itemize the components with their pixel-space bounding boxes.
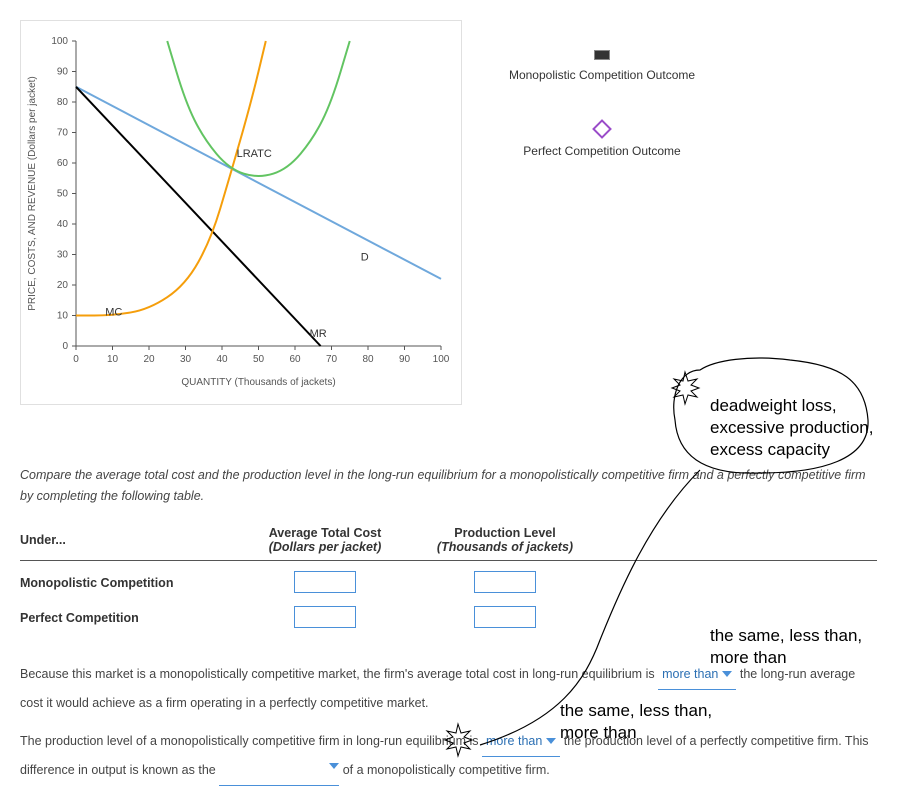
svg-text:80: 80 (362, 354, 374, 365)
svg-text:100: 100 (51, 36, 68, 47)
q1-pre: Because this market is a monopolisticall… (20, 667, 658, 681)
annotation-bubble-text: deadweight loss, excessive production, e… (710, 395, 873, 461)
table-header-under: Under... (20, 533, 240, 547)
input-mc-prod[interactable] (474, 571, 536, 593)
legend-label-mc: Monopolistic Competition Outcome (509, 68, 695, 82)
instruction-paragraph: Compare the average total cost and the p… (20, 465, 877, 508)
svg-text:50: 50 (57, 189, 69, 200)
table-header-prod-sub: (Thousands of jackets) (410, 540, 600, 554)
chart-container: 0 10 20 30 40 50 60 70 80 90 100 0 10 20 30 40 50 60 70 80 9… (20, 20, 462, 405)
svg-text:100: 100 (433, 354, 450, 365)
legend: Monopolistic Competition Outcome Perfect… (502, 20, 702, 198)
svg-text:60: 60 (57, 158, 69, 169)
table-header-atc: Average Total Cost (240, 526, 410, 540)
svg-text:60: 60 (289, 354, 301, 365)
table-row: Monopolistic Competition (20, 561, 877, 596)
svg-text:70: 70 (57, 128, 69, 139)
input-pc-atc[interactable] (294, 606, 356, 628)
chevron-down-icon (546, 738, 556, 744)
svg-text:30: 30 (57, 250, 69, 261)
svg-text:20: 20 (57, 280, 69, 291)
svg-text:20: 20 (143, 354, 155, 365)
input-pc-prod[interactable] (474, 606, 536, 628)
svg-text:QUANTITY (Thousands of jackets: QUANTITY (Thousands of jackets) (181, 377, 335, 388)
svg-text:LRATC: LRATC (237, 148, 272, 160)
svg-text:0: 0 (62, 341, 68, 352)
q2-dropdown-value: more than (486, 728, 542, 756)
comparison-table: Under... Average Total Cost (Dollars per… (20, 526, 877, 631)
legend-item-mc[interactable]: Monopolistic Competition Outcome (502, 50, 702, 82)
svg-text:90: 90 (399, 354, 411, 365)
input-mc-atc[interactable] (294, 571, 356, 593)
table-header-atc-sub: (Dollars per jacket) (240, 540, 410, 554)
svg-text:90: 90 (57, 67, 69, 78)
svg-text:50: 50 (253, 354, 265, 365)
chevron-down-icon (329, 763, 339, 769)
legend-item-pc[interactable]: Perfect Competition Outcome (502, 122, 702, 158)
row-label-mc: Monopolistic Competition (20, 576, 240, 590)
chart-and-legend: 0 10 20 30 40 50 60 70 80 90 100 0 10 20 30 40 50 60 70 80 9… (20, 20, 877, 405)
chevron-down-icon (722, 671, 732, 677)
svg-text:0: 0 (73, 354, 79, 365)
svg-text:D: D (361, 252, 369, 264)
annotation-hint1: the same, less than, more than (710, 625, 862, 669)
q2-pre: The production level of a monopolistical… (20, 734, 482, 748)
pc-marker-icon (592, 119, 612, 139)
svg-text:40: 40 (216, 354, 228, 365)
svg-text:80: 80 (57, 97, 69, 108)
table-header-prod: Production Level (410, 526, 600, 540)
svg-text:PRICE, COSTS, AND REVENUE (Dol: PRICE, COSTS, AND REVENUE (Dollars per j… (27, 76, 38, 311)
question-2: The production level of a monopolistical… (20, 728, 877, 786)
legend-label-pc: Perfect Competition Outcome (523, 144, 680, 158)
mc-marker-icon (594, 50, 610, 60)
svg-text:10: 10 (107, 354, 119, 365)
q2-blank-dropdown[interactable] (219, 757, 339, 786)
econ-chart: 0 10 20 30 40 50 60 70 80 90 100 0 10 20 30 40 50 60 70 80 9… (21, 31, 451, 391)
svg-text:MC: MC (105, 307, 122, 319)
row-label-pc: Perfect Competition (20, 611, 240, 625)
svg-text:MR: MR (310, 328, 327, 340)
svg-text:30: 30 (180, 354, 192, 365)
svg-text:70: 70 (326, 354, 338, 365)
q2-post: of a monopolistically competitive firm. (343, 763, 550, 777)
q2-dropdown[interactable]: more than (482, 728, 560, 758)
svg-text:40: 40 (57, 219, 69, 230)
annotation-hint2: the same, less than, more than (560, 700, 712, 744)
svg-text:10: 10 (57, 311, 69, 322)
